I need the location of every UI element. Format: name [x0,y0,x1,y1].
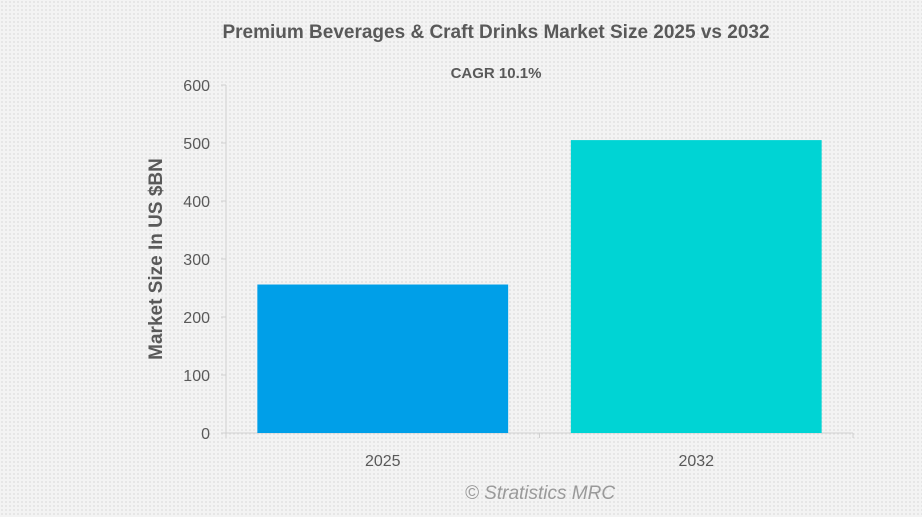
chart-title: Premium Beverages & Craft Drinks Market … [222,22,770,43]
y-tick-label: 500 [183,136,210,153]
x-axis: 2025 2032 [225,432,854,470]
y-axis: 0 100 200 300 400 500 600 [183,78,227,443]
watermark-copyright: © Stratistics MRC [464,483,616,504]
y-tick-label: 200 [183,310,210,327]
y-tick-label: 0 [201,426,210,443]
y-tick-label: 600 [183,78,210,95]
y-tick-label: 300 [183,252,210,269]
bars [257,140,822,433]
chart-subtitle-cagr: CAGR 10.1% [450,65,542,82]
bar-2025 [257,284,509,433]
x-tick-label: 2025 [365,453,401,470]
y-tick-label: 400 [183,194,210,211]
x-tick-label: 2032 [678,453,714,470]
y-tick-label: 100 [183,368,210,385]
bar-2032 [570,140,822,433]
